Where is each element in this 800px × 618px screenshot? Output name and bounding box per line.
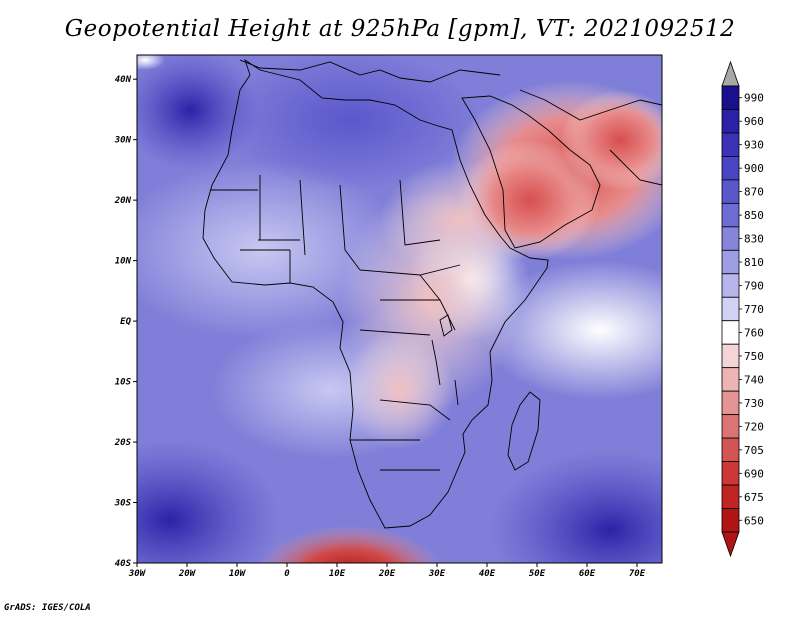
colorbar-label: 740 [744, 373, 764, 386]
coastlines [202, 58, 662, 529]
colorbar-label: 730 [744, 397, 764, 410]
colorbar-swatch [721, 508, 740, 533]
colorbar-label: 850 [744, 209, 764, 222]
colorbar-swatch [721, 202, 740, 228]
colorbar-swatch [721, 367, 740, 392]
lat-tick-label: 10S [115, 378, 132, 388]
longitude-axis: 30W 20W 10W 0 10E 20E 30E 40E 50E 60E 70E [128, 563, 646, 579]
lon-tick-label: 50E [529, 569, 546, 579]
colorbar-label: 750 [744, 350, 764, 363]
lon-tick-label: 30E [428, 569, 446, 579]
colorbar-label: 870 [744, 186, 764, 199]
lon-tick-label: 20W [178, 569, 197, 579]
lon-tick-label: 60E [579, 569, 596, 579]
lat-tick-label: 30N [114, 136, 132, 146]
lon-tick-label: 0 [284, 569, 290, 579]
colorbar-swatch [721, 132, 740, 157]
colorbar-swatch [721, 249, 740, 275]
map-frame [136, 54, 663, 564]
lat-tick-label: 10N [115, 257, 132, 267]
latitude-axis: 40N 30N 20N 10N EQ 10S 20S 30S 40S [114, 75, 137, 569]
credit-text: GrADS: IGES/COLA [4, 603, 91, 613]
lon-tick-label: 30W [128, 569, 147, 579]
lon-tick-label: 10E [329, 569, 346, 579]
colorbar-swatch [721, 273, 740, 298]
lat-tick-label: 20S [114, 438, 132, 448]
colorbar-swatch [721, 343, 740, 369]
colorbar: 990 960 930 900 870 850 830 810 790 770 760 750 740 7… [721, 60, 764, 558]
colorbar-label: 930 [744, 139, 764, 152]
colorbar-label: 650 [744, 514, 764, 527]
colorbar-label: 720 [744, 420, 764, 433]
colorbar-label: 770 [744, 303, 764, 316]
colorbar-label: 675 [744, 491, 764, 504]
colorbar-swatch [721, 226, 740, 251]
lon-tick-label: 40E [479, 569, 496, 579]
lat-tick-label: 40N [115, 75, 132, 85]
chart-title: Geopotential Height at 925hPa [gpm], VT:… [64, 16, 736, 42]
colorbar-bottom-arrow [721, 531, 740, 558]
colorbar-swatch [721, 179, 740, 204]
height-field [137, 55, 662, 563]
colorbar-label: 990 [744, 92, 764, 105]
colorbar-swatch [721, 461, 740, 486]
colorbar-label: 900 [744, 162, 764, 175]
colorbar-swatch [721, 437, 740, 462]
lat-tick-label: 40S [115, 559, 132, 569]
colorbar-swatch [721, 85, 740, 110]
colorbar-label: 810 [744, 256, 764, 269]
lat-tick-label: 30S [114, 499, 132, 509]
colorbar-label: 690 [744, 467, 764, 480]
colorbar-label: 760 [744, 326, 764, 339]
colorbar-swatch [721, 320, 740, 345]
colorbar-label: 790 [744, 280, 764, 293]
colorbar-swatch [721, 414, 740, 439]
lat-tick-label: EQ [120, 317, 131, 327]
colorbar-label: 705 [744, 444, 764, 457]
colorbar-swatch [721, 484, 740, 509]
lon-tick-label: 10W [229, 569, 247, 579]
colorbar-top-arrow [721, 60, 740, 87]
colorbar-swatch [721, 156, 740, 181]
colorbar-swatch [721, 390, 740, 416]
colorbar-swatch [721, 109, 740, 134]
colorbar-swatch [721, 296, 740, 322]
colorbar-label: 830 [744, 233, 764, 246]
lat-tick-label: 20N [114, 196, 132, 206]
lon-tick-label: 20E [378, 569, 396, 579]
lon-tick-label: 70E [629, 569, 646, 579]
colorbar-label: 960 [744, 115, 764, 128]
